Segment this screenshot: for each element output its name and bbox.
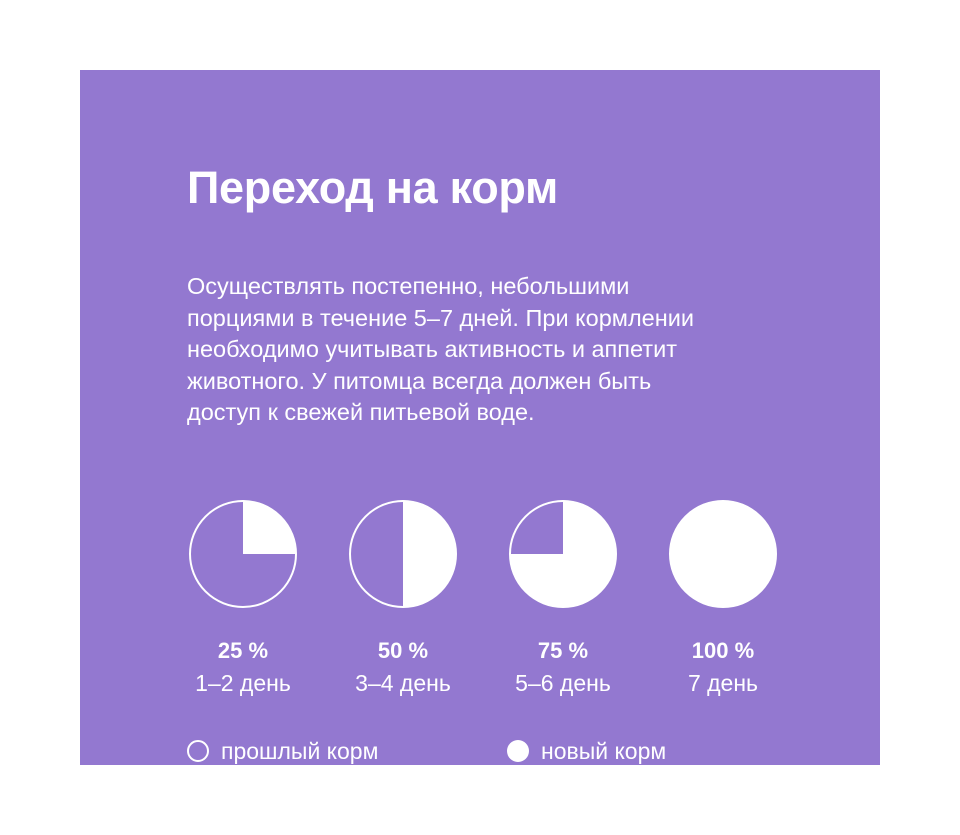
- pie-outline: [509, 500, 617, 608]
- pie-chart-100: [669, 500, 777, 608]
- schedule-step-4: 100 % 7 день: [665, 498, 781, 698]
- step-days: 1–2 день: [195, 670, 291, 696]
- description: Осуществлять постепенно, небольшими порц…: [187, 271, 787, 429]
- empty-circle-icon: [187, 740, 209, 762]
- pie-slice-new-food: [403, 501, 456, 607]
- pie-slice-new-food: [510, 501, 616, 607]
- pie-outline: [349, 500, 457, 608]
- filled-circle-icon: [507, 740, 529, 762]
- description-line: доступ к свежей питьевой воде.: [187, 399, 535, 425]
- step-percent: 25 %: [217, 638, 269, 663]
- pie-slice-new-food: [243, 501, 296, 554]
- schedule-step-2: 50 % 3–4 день: [345, 498, 461, 698]
- transition-schedule: 25 % 1–2 день 50 % 3–4 день 75 % 5–6 ден…: [185, 498, 795, 708]
- step-percent: 100 %: [691, 638, 755, 663]
- legend-label-old: прошлый корм: [221, 737, 379, 764]
- step-days: 7 день: [687, 670, 759, 696]
- step-percent: 75 %: [537, 638, 589, 663]
- pie-chart-75: [509, 500, 617, 608]
- legend-new-food: новый корм: [507, 734, 666, 765]
- legend-old-food: прошлый корм: [187, 734, 378, 765]
- step-days: 5–6 день: [515, 670, 611, 696]
- pie-chart-25: [189, 500, 297, 608]
- page-title: Переход на корм: [187, 162, 558, 213]
- pie-slice-new-food: [670, 501, 776, 607]
- pie-outline: [189, 500, 297, 608]
- step-percent: 50 %: [377, 638, 429, 663]
- legend-label-new: новый корм: [541, 737, 667, 764]
- pie-outline: [669, 500, 777, 608]
- schedule-step-3: 75 % 5–6 день: [505, 498, 621, 698]
- description-line: порциями в течение 5–7 дней. При кормлен…: [187, 304, 694, 331]
- step-days: 3–4 день: [355, 670, 451, 696]
- description-line: необходимо учитывать активность и аппети…: [187, 336, 677, 362]
- description-line: Осуществлять постепенно, небольшими: [187, 273, 630, 299]
- description-line: животного. У питомца всегда должен быть: [187, 367, 652, 394]
- schedule-step-1: 25 % 1–2 день: [185, 498, 301, 698]
- pie-chart-50: [349, 500, 457, 608]
- feeding-card: Переход на корм Осуществлять постепенно,…: [80, 70, 880, 765]
